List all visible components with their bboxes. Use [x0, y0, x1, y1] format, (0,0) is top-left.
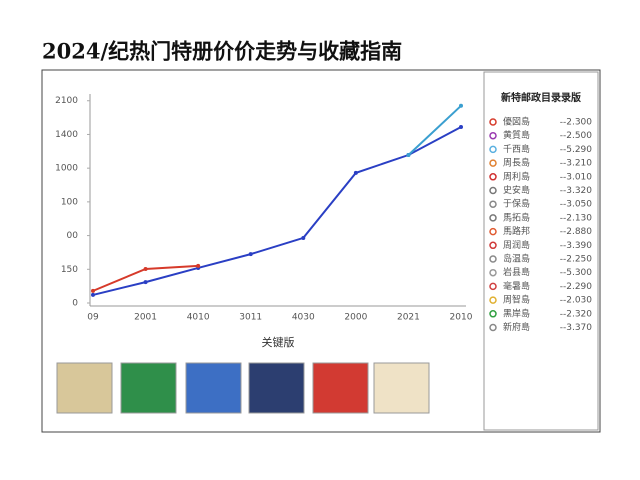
legend-label: 黄質島	[503, 129, 530, 141]
frame	[41, 69, 601, 433]
stamp	[120, 362, 177, 414]
legend-marker	[489, 200, 497, 208]
legend-value: --3.370	[560, 323, 593, 333]
legend-marker	[489, 323, 497, 332]
chart-title: 2024/纪热门特册价价走势与收藏指南	[42, 39, 402, 64]
legend-label: 周利島	[503, 170, 530, 182]
legend-marker	[489, 186, 497, 195]
legend-marker	[489, 145, 497, 154]
x-tick-label: 2001	[134, 313, 157, 323]
legend-value: --2.130	[560, 213, 593, 223]
point	[143, 280, 148, 285]
point	[301, 235, 306, 240]
line	[407, 105, 462, 156]
y-tick-label: 150	[61, 265, 78, 275]
legend-value: --2.320	[560, 309, 593, 319]
legend-marker	[489, 118, 497, 126]
legend-label: 于保島	[503, 198, 530, 210]
legend-value: --2.250	[560, 255, 593, 265]
legend-value: --2.500	[560, 131, 593, 141]
legend-marker	[489, 241, 497, 250]
legend-value: --2.030	[560, 296, 593, 306]
line	[92, 126, 462, 296]
legend-value: --3.320	[560, 186, 593, 196]
legend-marker	[489, 310, 497, 318]
point	[143, 266, 148, 271]
legend-marker	[489, 255, 497, 263]
legend-title: 新特邮政目录录版	[501, 91, 581, 104]
legend-marker	[489, 131, 497, 140]
legend-label: 馬路邦	[503, 225, 530, 237]
legend-value: --2.300	[560, 118, 593, 128]
point	[196, 263, 201, 268]
point	[459, 103, 463, 108]
y-tick-label: 0	[72, 299, 78, 309]
legend-label: 史安島	[503, 184, 530, 196]
y-tick-label: 00	[67, 231, 79, 241]
legend-value: --3.390	[560, 241, 593, 251]
point	[91, 292, 95, 297]
legend-marker	[489, 214, 497, 222]
stamp	[185, 362, 242, 414]
legend-marker	[489, 173, 497, 181]
x-tick-label: 3011	[239, 313, 262, 323]
legend-label: 千西島	[503, 143, 530, 155]
legend-label: 新府島	[503, 321, 530, 333]
y-tick-label: 100	[61, 197, 78, 207]
legend-label: 優図島	[503, 116, 530, 128]
legend-marker	[489, 282, 497, 291]
stamp	[56, 362, 113, 414]
point	[459, 125, 463, 130]
x-tick-label: 2010	[450, 313, 473, 323]
legend-label: 黑岸島	[503, 307, 530, 319]
stamp	[312, 362, 369, 414]
legend-label: 周智島	[503, 294, 530, 306]
stamps	[56, 362, 430, 414]
y-tick-label: 1000	[55, 164, 78, 174]
point	[248, 252, 253, 257]
x-tick-label: 2021	[397, 313, 420, 323]
point	[406, 153, 411, 158]
x-tick-label: 2000	[344, 313, 367, 323]
legend-box	[483, 71, 599, 431]
legend-label: 馬拓島	[503, 211, 530, 223]
legend-value: --3.210	[560, 159, 593, 169]
legend-marker	[489, 296, 497, 304]
legend-value: --3.010	[560, 172, 593, 182]
legend-marker	[489, 268, 497, 277]
x-tick-label: 4010	[187, 313, 210, 323]
legend-label: 周润島	[503, 239, 530, 251]
legend-value: --3.050	[560, 200, 593, 210]
legend-value: --5.300	[560, 268, 593, 278]
legend-marker	[489, 227, 497, 236]
legend-value: --2.880	[560, 227, 593, 237]
stamp	[248, 362, 305, 414]
legend-label: 岩县島	[503, 266, 530, 278]
legend-label: 毫暑島	[503, 280, 530, 292]
point	[91, 288, 95, 293]
stamp	[373, 362, 430, 414]
y-tick-label: 2100	[55, 96, 78, 106]
legend-value: --5.290	[560, 145, 593, 155]
legend-marker	[489, 159, 497, 167]
legend-value: --2.290	[560, 282, 593, 292]
legend-label: 周長島	[503, 157, 530, 169]
point	[353, 170, 358, 175]
y-tick-label: 1400	[55, 130, 78, 140]
legend-label: 岛温島	[503, 253, 530, 265]
x-axis-label: 关键版	[262, 335, 295, 349]
x-tick-label: 09	[87, 313, 99, 323]
x-tick-label: 4030	[292, 313, 315, 323]
